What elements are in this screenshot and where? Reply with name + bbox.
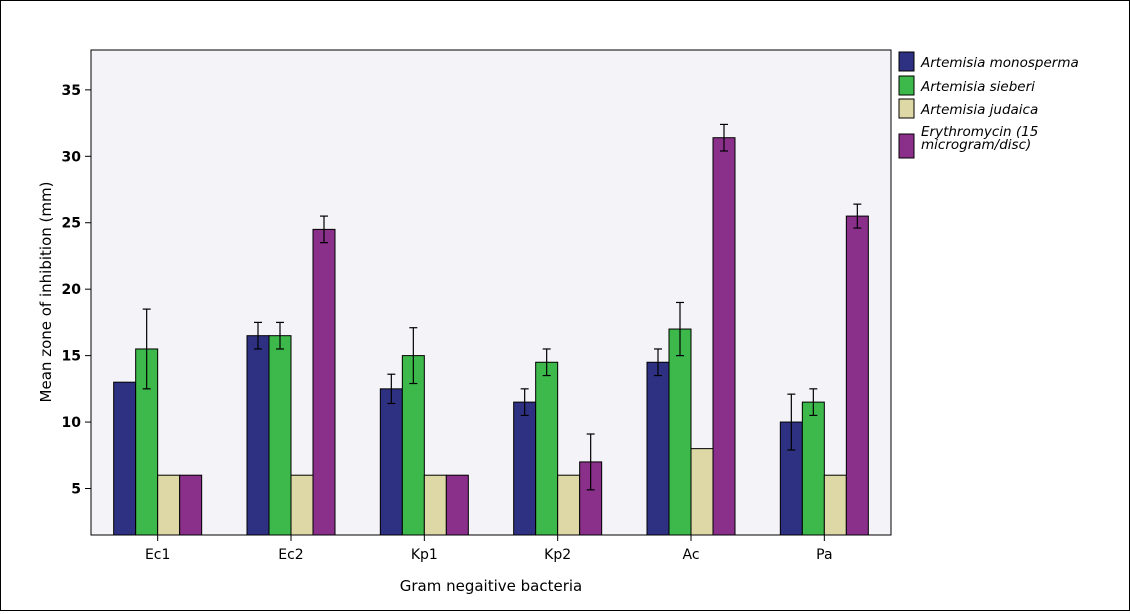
x-tick-label: Ec2 bbox=[278, 547, 303, 563]
legend-swatch bbox=[898, 133, 915, 159]
x-tick-label: Pa bbox=[816, 547, 832, 563]
legend: Artemisia monosperma Artemisia sieberi Art… bbox=[898, 51, 1079, 159]
bar bbox=[823, 474, 847, 536]
legend-label-line: microgram/disc) bbox=[921, 137, 1031, 153]
bar bbox=[113, 381, 137, 536]
y-tick-label: 25 bbox=[62, 216, 81, 232]
x-tick-label: Kp2 bbox=[544, 547, 571, 563]
x-tick-label: Ac bbox=[682, 547, 699, 563]
bar bbox=[312, 228, 336, 536]
bar bbox=[423, 474, 447, 536]
bar bbox=[668, 328, 692, 536]
bar bbox=[712, 137, 736, 536]
bar bbox=[179, 474, 203, 536]
y-tick-label: 30 bbox=[62, 149, 82, 165]
bar bbox=[557, 474, 581, 536]
bar bbox=[157, 474, 181, 536]
bar bbox=[690, 448, 714, 536]
x-tick-label: Kp1 bbox=[411, 547, 438, 563]
legend-label: Artemisia judaica bbox=[920, 102, 1038, 118]
x-tick-label: Ec1 bbox=[145, 547, 170, 563]
x-axis-title: Gram negaitive bacteria bbox=[400, 577, 583, 595]
y-tick-label: 5 bbox=[71, 481, 81, 497]
bar bbox=[246, 335, 270, 536]
bar bbox=[445, 474, 469, 536]
bar bbox=[268, 335, 292, 536]
legend-label: Erythromycin (15 microgram/disc) bbox=[921, 124, 1038, 153]
bar bbox=[379, 388, 403, 536]
y-tick-label: 10 bbox=[62, 415, 82, 431]
legend-swatch bbox=[898, 98, 915, 119]
legend-label: Artemisia monosperma bbox=[920, 55, 1079, 71]
bar bbox=[513, 401, 537, 536]
y-tick-label: 15 bbox=[62, 349, 81, 365]
y-tick-label: 35 bbox=[62, 83, 81, 99]
bars-layer bbox=[113, 123, 869, 536]
bar bbox=[845, 215, 869, 536]
bar bbox=[290, 474, 314, 536]
legend-swatch bbox=[898, 51, 915, 72]
plot-area bbox=[90, 49, 892, 536]
bar bbox=[801, 401, 825, 536]
y-axis-title: Mean zone of inhibition (mm) bbox=[37, 182, 55, 403]
legend-label-line: Erythromycin (15 bbox=[921, 124, 1038, 140]
bar bbox=[646, 361, 670, 536]
legend-label: Artemisia sieberi bbox=[920, 79, 1035, 95]
y-tick-label: 20 bbox=[62, 282, 82, 298]
bar bbox=[535, 361, 559, 536]
x-axis: Ec1 Ec2 Kp1 Kp2 Ac Pa bbox=[145, 535, 833, 563]
legend-swatch bbox=[898, 75, 915, 96]
y-axis: 5 10 15 20 25 30 35 bbox=[62, 83, 91, 497]
